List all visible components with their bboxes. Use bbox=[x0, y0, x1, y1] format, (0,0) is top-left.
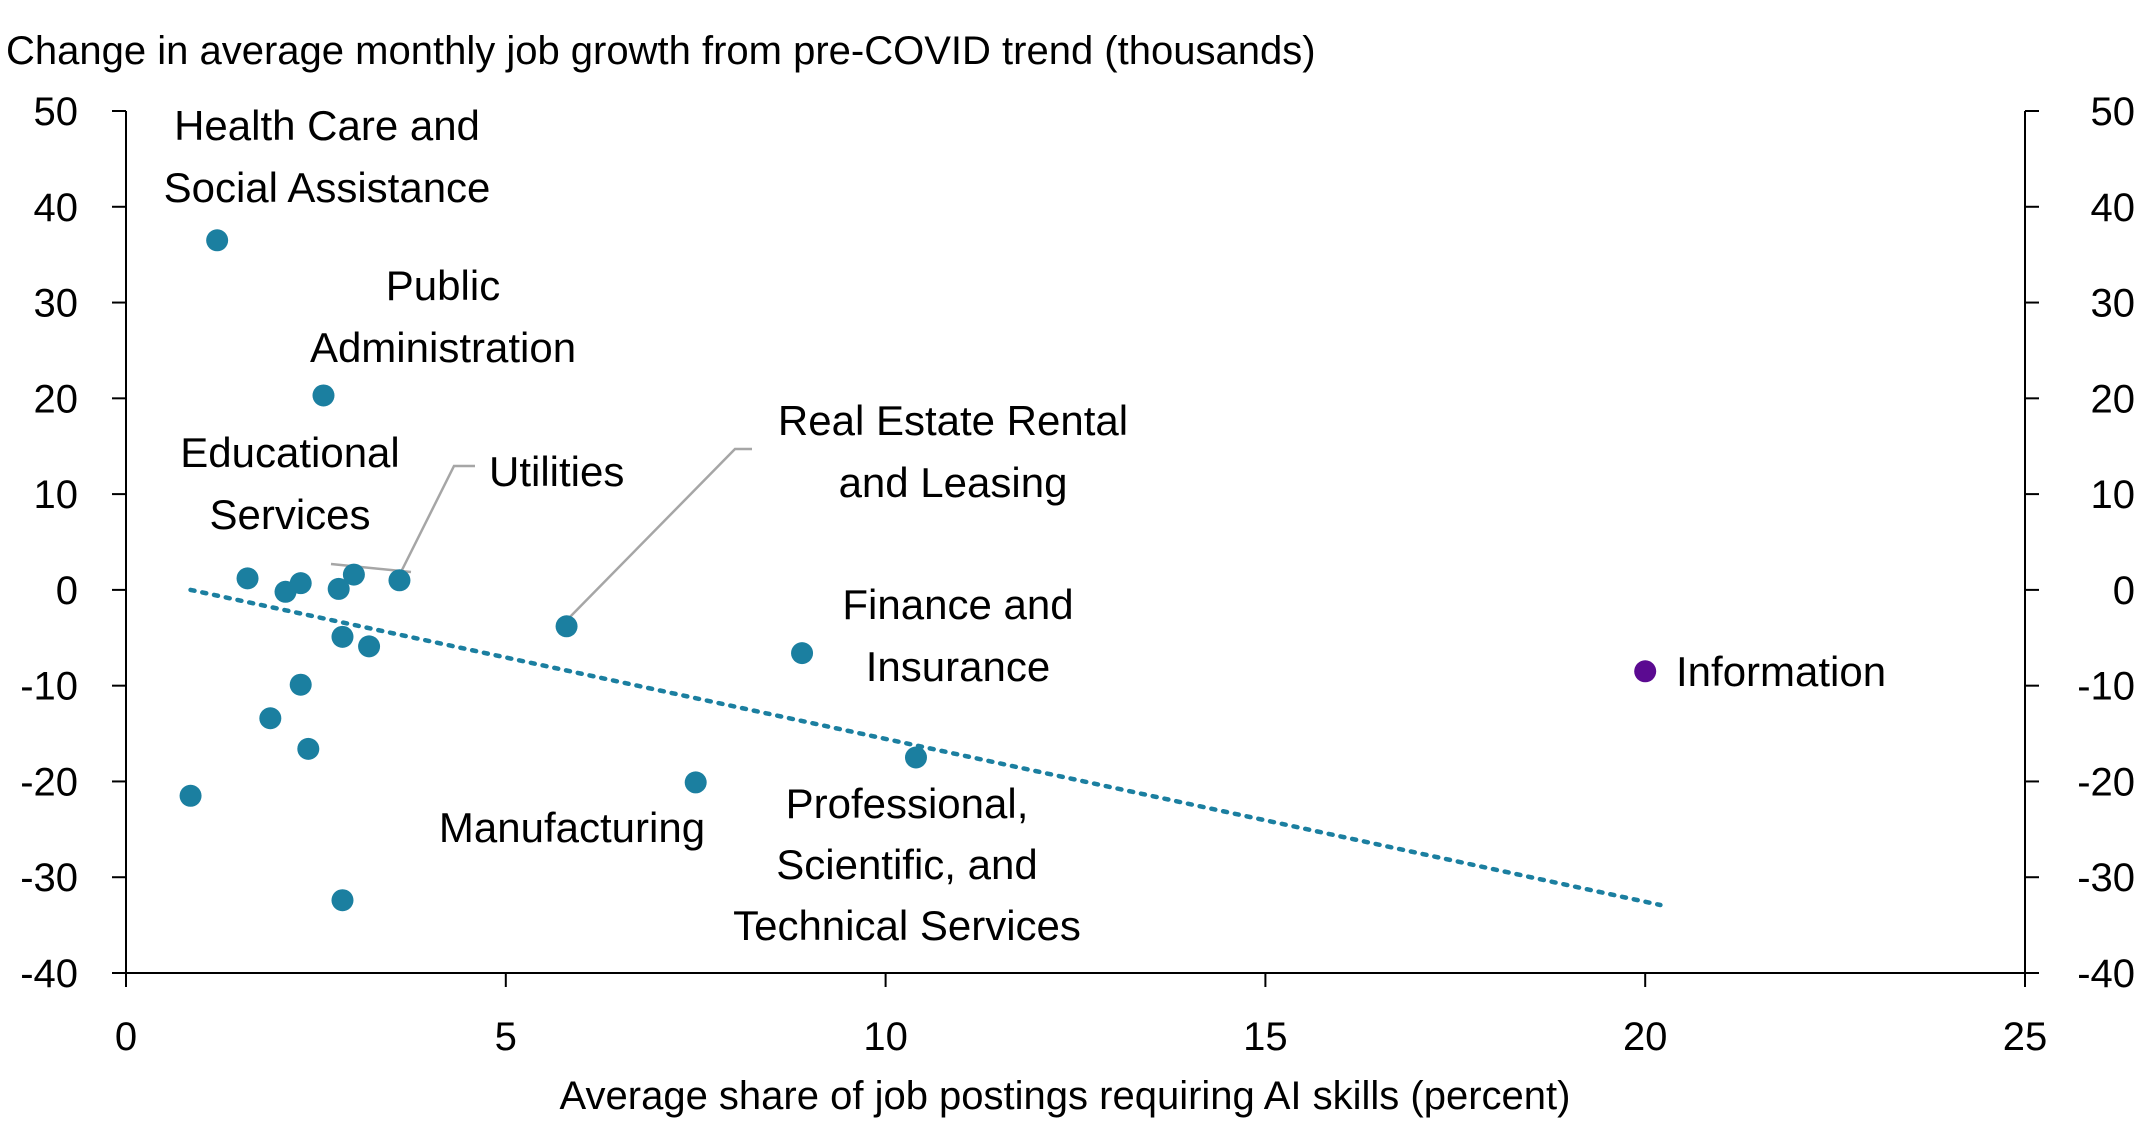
x-tick-label: 5 bbox=[495, 1015, 517, 1059]
y-tick-label-right: 20 bbox=[2091, 377, 2136, 421]
label-health-care: Health Care and Social Assistance bbox=[164, 102, 491, 211]
label-finance-insurance-line: Insurance bbox=[866, 643, 1050, 690]
leader-real-estate bbox=[564, 447, 752, 623]
y-tick-label-left: 40 bbox=[34, 186, 79, 230]
y-tick-label-right: 10 bbox=[2091, 473, 2136, 517]
data-points bbox=[179, 229, 1657, 912]
data-point bbox=[289, 572, 312, 595]
data-point bbox=[327, 577, 350, 600]
y-tick-label-left: -30 bbox=[20, 856, 78, 900]
label-professional-services: Professional, Scientific, and Technical Se… bbox=[733, 780, 1081, 949]
data-point bbox=[331, 625, 354, 648]
leader-utilities bbox=[395, 464, 475, 581]
label-real-estate-line: and Leasing bbox=[839, 459, 1068, 506]
label-educational-services: Educational Services bbox=[180, 429, 400, 538]
data-point bbox=[331, 889, 354, 912]
y-tick-label-left: 20 bbox=[34, 377, 79, 421]
label-information-line: Information bbox=[1676, 648, 1886, 695]
x-tick-label: 15 bbox=[1243, 1015, 1288, 1059]
y-tick-label-left: 10 bbox=[34, 473, 79, 517]
trendline bbox=[188, 587, 1663, 908]
y-tick-label-right: -20 bbox=[2077, 760, 2135, 804]
label-manufacturing-line: Manufacturing bbox=[439, 804, 705, 851]
label-public-administration-line: Administration bbox=[310, 324, 576, 371]
y-tick-label-left: -20 bbox=[20, 760, 78, 804]
x-tick-label: 25 bbox=[2003, 1015, 2048, 1059]
data-point bbox=[791, 642, 814, 665]
label-real-estate-line: Real Estate Rental bbox=[778, 397, 1128, 444]
data-point bbox=[236, 567, 259, 590]
label-educational-services-line: Services bbox=[209, 491, 370, 538]
label-health-care-line: Health Care and bbox=[174, 102, 480, 149]
label-professional-services-line: Scientific, and bbox=[776, 841, 1037, 888]
data-point bbox=[259, 707, 282, 730]
label-finance-insurance-line: Finance and bbox=[842, 581, 1073, 628]
y-tick-label-right: 30 bbox=[2091, 282, 2136, 326]
data-point bbox=[342, 563, 365, 586]
y-tick-label-right: 0 bbox=[2113, 569, 2135, 613]
y-tick-label-left: -10 bbox=[20, 665, 78, 709]
y-tick-label-left: -40 bbox=[20, 952, 78, 996]
data-point bbox=[904, 746, 927, 769]
y-tick-label-right: -10 bbox=[2077, 665, 2135, 709]
y-tick-label-right: -30 bbox=[2077, 856, 2135, 900]
label-utilities-line: Utilities bbox=[489, 448, 624, 495]
x-tick-label: 0 bbox=[115, 1015, 137, 1059]
data-point bbox=[297, 737, 320, 760]
trendline-group bbox=[188, 587, 1663, 908]
label-professional-services-line: Technical Services bbox=[733, 902, 1081, 949]
label-educational-services-line: Educational bbox=[180, 429, 400, 476]
data-point bbox=[179, 784, 202, 807]
x-tick-label: 10 bbox=[863, 1015, 908, 1059]
x-axis-title: Average share of job postings requiring … bbox=[560, 1074, 1571, 1118]
label-professional-services-line: Professional, bbox=[786, 780, 1029, 827]
y-tick-label-left: 30 bbox=[34, 282, 79, 326]
label-public-administration: Public Administration bbox=[310, 262, 576, 371]
label-real-estate: Real Estate Rental and Leasing bbox=[778, 397, 1128, 506]
data-point bbox=[684, 771, 707, 794]
label-public-administration-line: Public bbox=[386, 262, 500, 309]
y-tick-label-left: 0 bbox=[56, 569, 78, 613]
data-point bbox=[388, 569, 411, 592]
data-point bbox=[289, 673, 312, 696]
label-utilities: Utilities bbox=[489, 448, 624, 495]
data-point bbox=[358, 635, 381, 658]
label-information: Information bbox=[1676, 648, 1886, 695]
y-tick-label-right: -40 bbox=[2077, 952, 2135, 996]
label-health-care-line: Social Assistance bbox=[164, 164, 491, 211]
y-tick-label-right: 40 bbox=[2091, 186, 2136, 230]
data-point bbox=[312, 384, 335, 407]
y-axis-title: Change in average monthly job growth fro… bbox=[6, 29, 1316, 73]
label-finance-insurance: Finance and Insurance bbox=[842, 581, 1073, 690]
label-manufacturing: Manufacturing bbox=[439, 804, 705, 851]
data-point bbox=[206, 229, 229, 252]
y-tick-label-right: 50 bbox=[2091, 90, 2136, 134]
data-point bbox=[555, 615, 578, 638]
point-labels: Health Care and Social Assistance Public Ad… bbox=[164, 102, 1887, 949]
data-point-highlighted bbox=[1634, 660, 1657, 683]
x-tick-label: 20 bbox=[1623, 1015, 1668, 1059]
y-tick-label-left: 50 bbox=[34, 90, 79, 134]
